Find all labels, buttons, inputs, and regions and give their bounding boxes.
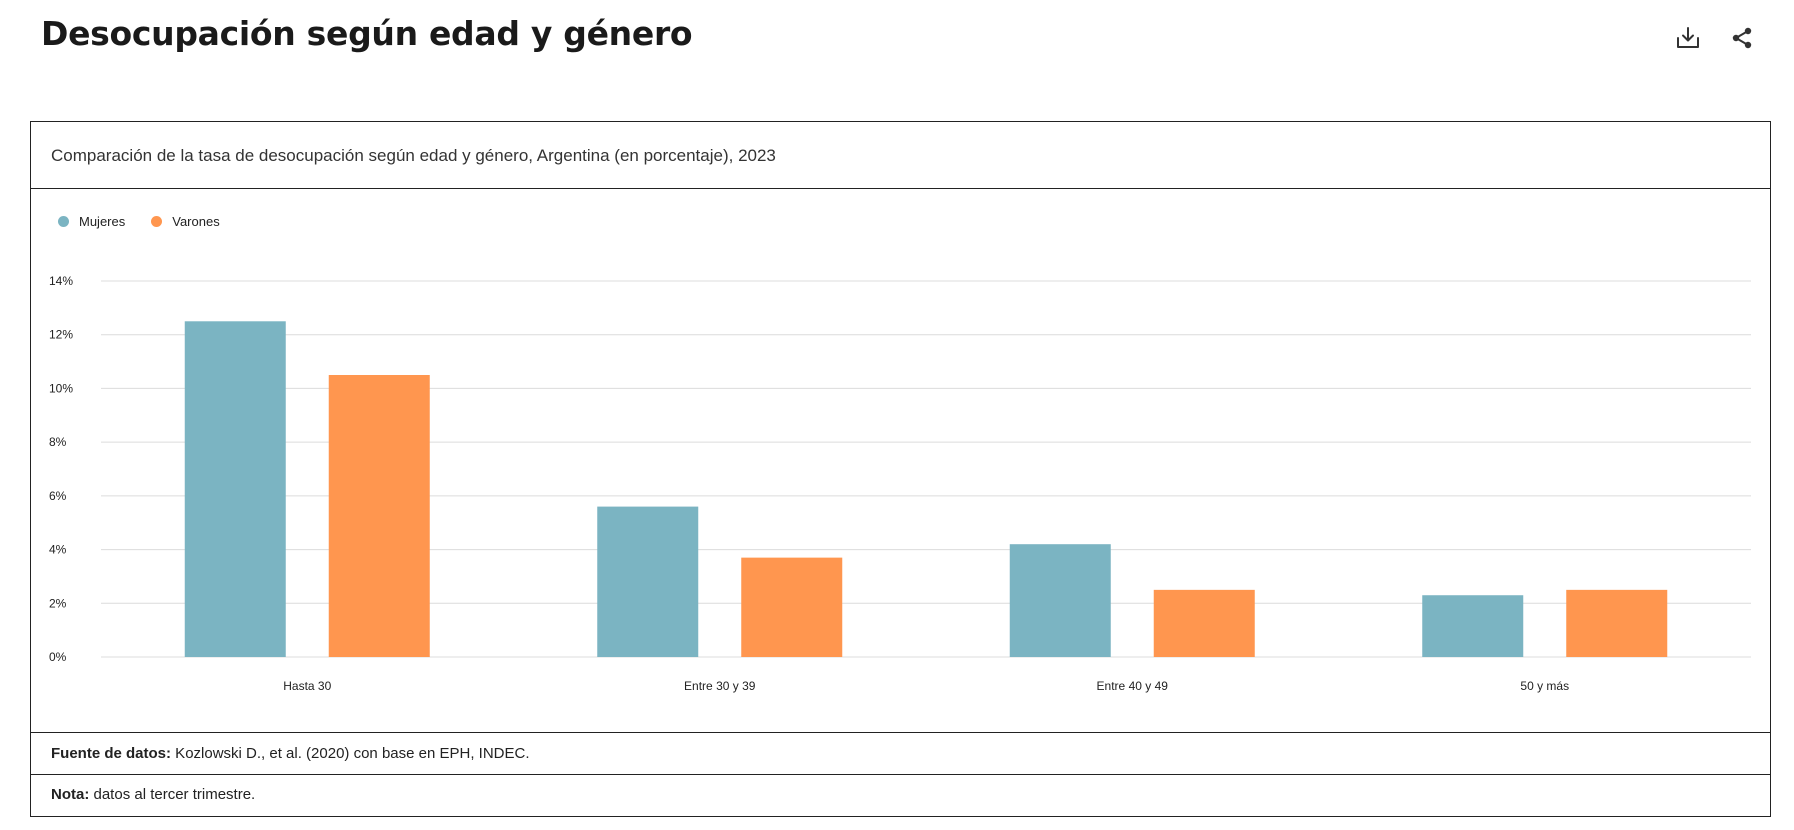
legend-item-varones[interactable]: Varones xyxy=(151,214,220,229)
toolbar xyxy=(1672,22,1772,54)
chart-card: Comparación de la tasa de desocupación s… xyxy=(30,121,1771,817)
chart-subtitle: Comparación de la tasa de desocupación s… xyxy=(51,146,776,165)
y-tick-label: 6% xyxy=(49,489,67,503)
card-header: Comparación de la tasa de desocupación s… xyxy=(31,122,1770,189)
bar-varones xyxy=(328,375,430,657)
download-icon xyxy=(1677,27,1699,48)
bar-varones xyxy=(1566,589,1668,657)
legend: Mujeres Varones xyxy=(58,214,220,229)
y-tick-label: 12% xyxy=(49,328,73,342)
legend-swatch-mujeres xyxy=(58,216,69,227)
x-tick-label: Entre 40 y 49 xyxy=(1097,679,1169,693)
y-tick-label: 4% xyxy=(49,543,67,557)
legend-swatch-varones xyxy=(151,216,163,227)
x-tick-label: Hasta 30 xyxy=(283,679,331,693)
source-text: Kozlowski D., et al. (2020) con base en … xyxy=(171,745,530,762)
download-button[interactable] xyxy=(1672,22,1704,54)
legend-item-mujeres[interactable]: Mujeres xyxy=(58,214,125,229)
x-tick-label: Entre 30 y 39 xyxy=(684,679,756,693)
share-icon xyxy=(1732,27,1752,49)
source-label: Fuente de datos: xyxy=(51,745,172,762)
bar-varones xyxy=(1153,589,1255,657)
share-button[interactable] xyxy=(1726,22,1758,54)
y-tick-label: 10% xyxy=(49,381,73,395)
bar-varones xyxy=(741,557,843,657)
bar-mujeres xyxy=(1009,544,1111,657)
bar-mujeres xyxy=(184,321,286,657)
legend-label-mujeres: Mujeres xyxy=(79,214,126,229)
page-title: Desocupación según edad y género xyxy=(41,14,693,53)
data-source: Fuente de datos: Kozlowski D., et al. (2… xyxy=(31,732,1770,775)
x-tick-label: 50 y más xyxy=(1520,679,1569,693)
bar-mujeres xyxy=(597,506,699,657)
y-tick-label: 0% xyxy=(49,650,67,664)
chart-note: Nota: datos al tercer trimestre. xyxy=(31,775,1770,816)
note-label: Nota: xyxy=(51,786,90,803)
chart-area: Mujeres Varones 0% 2% 4% 6% 8% 10% 12% 14% Hasta… xyxy=(31,189,1770,732)
bar-chart: 0% 2% 4% 6% 8% 10% 12% 14% Hasta 30 Entre 30 y 39… xyxy=(49,274,1751,693)
note-text: datos al tercer trimestre. xyxy=(89,786,256,803)
y-tick-label: 8% xyxy=(49,435,67,449)
bar-mujeres xyxy=(1422,595,1524,657)
y-tick-label: 14% xyxy=(49,274,73,288)
legend-label-varones: Varones xyxy=(172,214,220,229)
y-tick-label: 2% xyxy=(49,596,67,610)
